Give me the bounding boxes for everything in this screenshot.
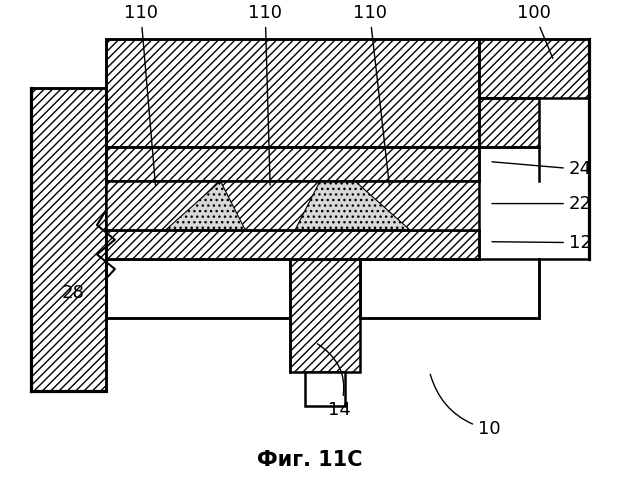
- Text: 100: 100: [517, 4, 553, 59]
- Bar: [290, 260, 360, 372]
- Text: 24: 24: [492, 160, 592, 178]
- Bar: [106, 40, 479, 147]
- Text: 110: 110: [248, 4, 282, 185]
- Bar: [479, 40, 589, 98]
- Text: 12: 12: [492, 234, 592, 252]
- Bar: [106, 147, 479, 181]
- Polygon shape: [355, 181, 479, 230]
- Bar: [106, 181, 479, 230]
- Bar: [479, 98, 539, 147]
- Text: 110: 110: [124, 4, 158, 185]
- Bar: [305, 372, 345, 406]
- Bar: [31, 88, 106, 391]
- Polygon shape: [106, 181, 220, 230]
- Polygon shape: [220, 181, 320, 230]
- Text: 22: 22: [492, 194, 592, 212]
- Text: Фиг. 11C: Фиг. 11C: [257, 450, 363, 469]
- Bar: [106, 230, 479, 260]
- Text: 28: 28: [61, 284, 84, 302]
- Text: 10: 10: [430, 374, 501, 438]
- Bar: [106, 260, 290, 318]
- Text: 110: 110: [353, 4, 389, 185]
- Bar: [360, 260, 539, 318]
- Text: 14: 14: [317, 344, 351, 419]
